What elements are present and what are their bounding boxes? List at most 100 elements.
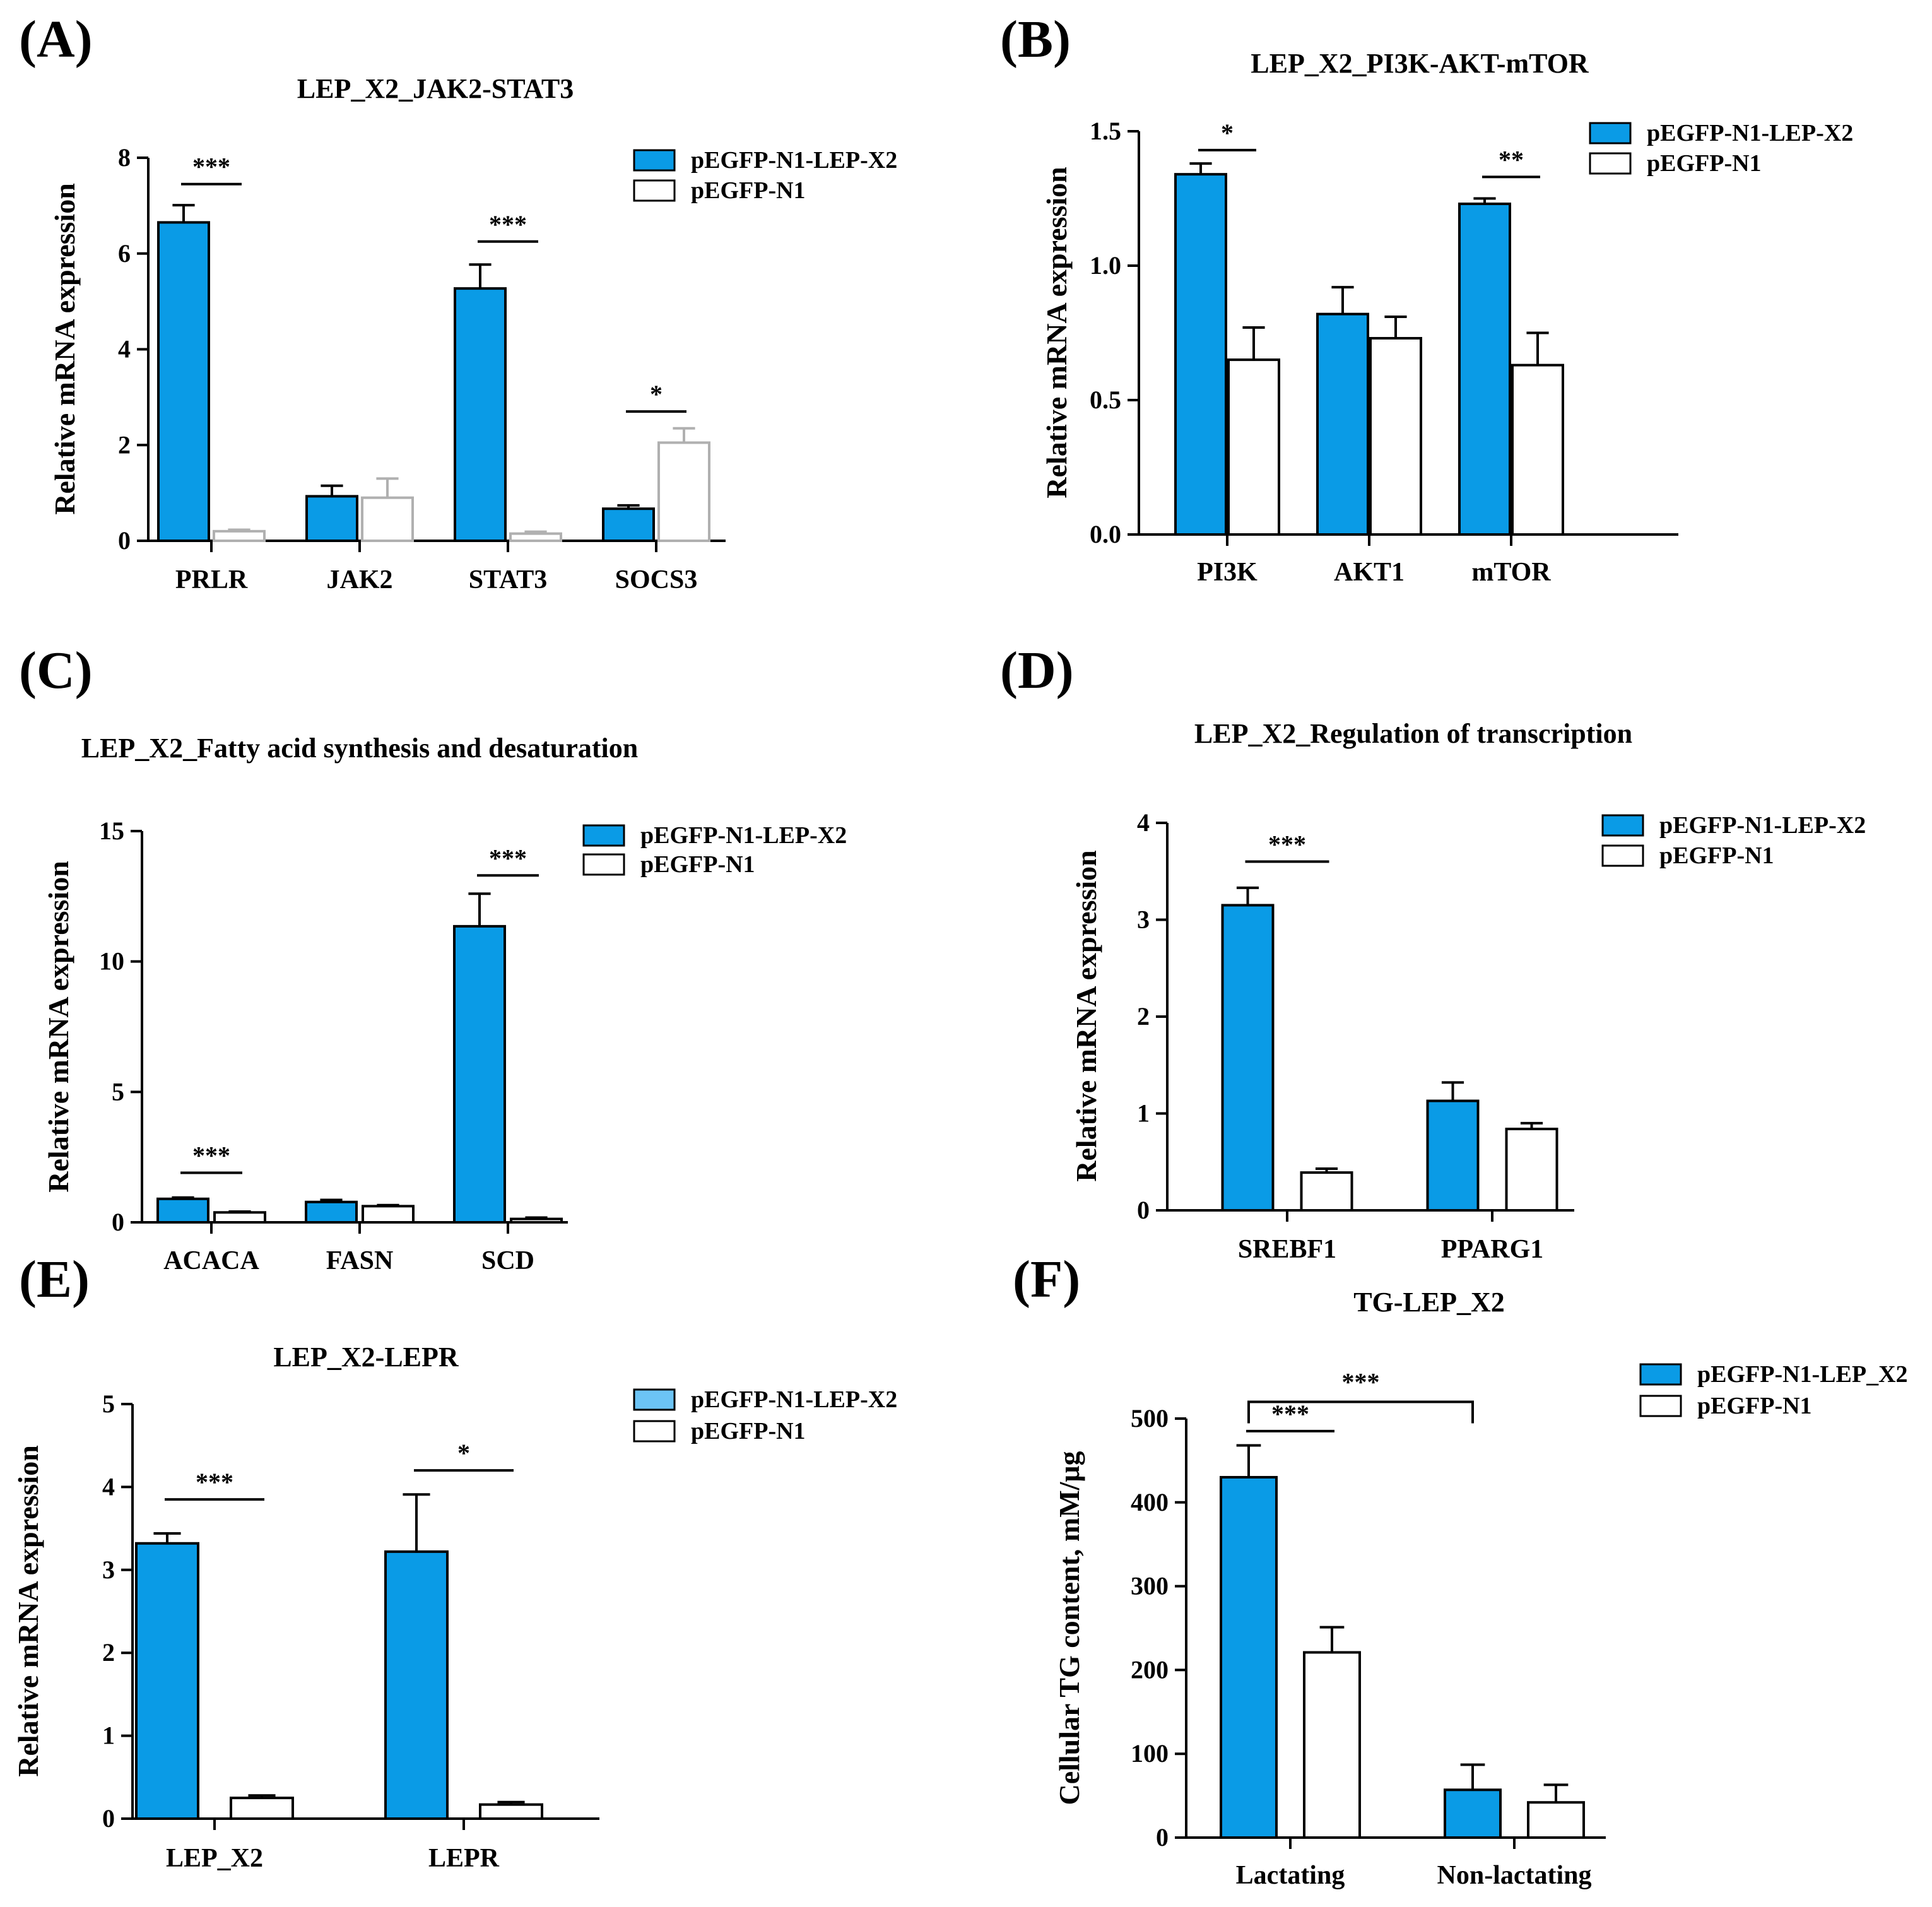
y-tick-label: 4 [1137,808,1150,837]
significance-label: * [1221,119,1234,147]
bar [157,221,210,542]
y-tick-label: 100 [1131,1739,1169,1768]
y-tick-label: 0 [1137,1196,1150,1224]
y-axis-label: Relative mRNA expression [49,183,81,515]
x-tick-label: Non-lactating [1437,1861,1592,1890]
panel-letter: (B) [1000,10,1071,69]
legend-label: pEGFP-N1-LEP-X2 [640,822,847,849]
y-tick-label: 8 [118,143,131,172]
y-tick-label: 2 [118,430,131,459]
bar [1220,1475,1278,1839]
panel-letter: (D) [1000,641,1074,700]
bar [1511,363,1564,536]
y-tick-label: 1 [1137,1099,1150,1128]
significance-label: *** [192,1141,230,1169]
bar [1527,1801,1585,1839]
panel-letter: (C) [19,641,93,700]
x-tick-label: SOCS3 [615,565,698,594]
legend-swatch [633,179,676,202]
x-tick-label: ACACA [163,1246,259,1275]
significance-label: *** [1342,1367,1380,1396]
x-tick-label: LEP_X2 [166,1844,263,1873]
bar [657,441,710,542]
legend-label: pEGFP-N1 [691,177,806,204]
significance-label: *** [196,1468,233,1496]
bar [509,532,562,543]
legend-label: pEGFP-N1 [1697,1393,1812,1419]
x-tick-label: FASN [326,1246,394,1275]
chart-title: LEP_X2_JAK2-STAT3 [297,73,574,104]
x-tick-label: PPARG1 [1441,1235,1544,1264]
bar [1300,1171,1353,1212]
y-tick-label: 5 [112,1077,124,1106]
legend-swatch [1589,122,1632,145]
panel-letter: (E) [19,1250,90,1309]
bar [213,1211,266,1224]
chart-panel: (B) LEP_X2_PI3K-AKT-mTOR 0.0 0.5 1.0 1.5 Relat… [1000,10,1853,587]
bar [1303,1651,1361,1839]
y-tick-label: 4 [102,1472,115,1501]
x-tick-label: LEPR [428,1844,500,1873]
legend-label: pEGFP-N1-LEP_X2 [1697,1361,1908,1388]
y-tick-label: 4 [118,335,131,363]
significance-label: * [650,380,663,408]
legend-swatch [633,1388,676,1411]
y-tick-label: 0 [118,526,131,555]
bar [1426,1099,1480,1212]
panel-letter: (A) [19,10,93,69]
significance-label: ** [1499,145,1524,174]
bar [1369,337,1422,536]
y-tick-label: 10 [99,947,124,976]
bar [602,507,655,543]
y-tick-label: 5 [102,1390,115,1418]
legend-label: pEGFP-N1 [1647,150,1762,177]
bar [305,1200,358,1224]
legend-label: pEGFP-N1 [640,851,755,878]
chart-panel: (F) TG-LEP_X2 0 100 200 300 400 500 Cellular TG … [1013,1250,1908,1890]
y-tick-label: 1.5 [1090,117,1121,145]
y-tick-label: 15 [99,817,124,845]
y-tick-label: 0.5 [1090,386,1121,414]
chart-panel: (A) LEP_X2_JAK2-STAT3 0 2 4 6 8 Relative mRNA e… [19,10,897,594]
chart-title: TG-LEP_X2 [1353,1287,1505,1318]
panel-letter: (F) [1013,1250,1080,1309]
bar [454,287,507,542]
bar [453,924,506,1224]
y-tick-label: 500 [1131,1404,1169,1432]
chart-title: LEP_X2_Regulation of transcription [1194,718,1632,749]
y-tick-label: 400 [1131,1488,1169,1516]
y-tick-label: 0 [102,1804,115,1833]
chart-title: LEP_X2-LEPR [273,1342,459,1373]
bar [1458,203,1511,536]
significance-label: *** [489,210,527,239]
legend-label: pEGFP-N1 [1659,842,1774,869]
x-tick-label: PI3K [1197,558,1258,587]
chart-panel: (C) LEP_X2_Fatty acid synthesis and desat… [19,641,847,1275]
bar [1505,1128,1558,1212]
legend-swatch [633,149,676,172]
chart-panel: (E) LEP_X2-LEPR 0 1 2 3 4 5 Relative mRNA expres… [12,1250,897,1873]
y-axis-label: Relative mRNA expression [1070,850,1102,1182]
y-tick-label: 3 [102,1556,115,1584]
x-tick-label: SCD [481,1246,534,1275]
chart-panel: (D) LEP_X2_Regulation of transcription 0 1 2… [1000,641,1866,1264]
bar [305,495,358,543]
y-tick-label: 200 [1131,1655,1169,1684]
bar [156,1197,209,1224]
legend-swatch [1601,814,1644,837]
legend-label: pEGFP-N1 [691,1418,806,1444]
legend-swatch [582,824,625,847]
y-axis-label: Relative mRNA expression [1040,167,1073,499]
y-tick-label: 2 [102,1638,115,1667]
bar [384,1550,449,1821]
y-tick-label: 300 [1131,1572,1169,1600]
bar [479,1803,543,1821]
significance-label: *** [192,153,230,181]
legend-swatch [582,853,625,876]
significance-label: *** [1268,830,1306,858]
y-tick-label: 1.0 [1090,251,1121,280]
legend-swatch [1639,1363,1682,1386]
significance-label: * [457,1439,470,1467]
bar [1221,904,1275,1212]
y-tick-label: 3 [1137,906,1150,934]
